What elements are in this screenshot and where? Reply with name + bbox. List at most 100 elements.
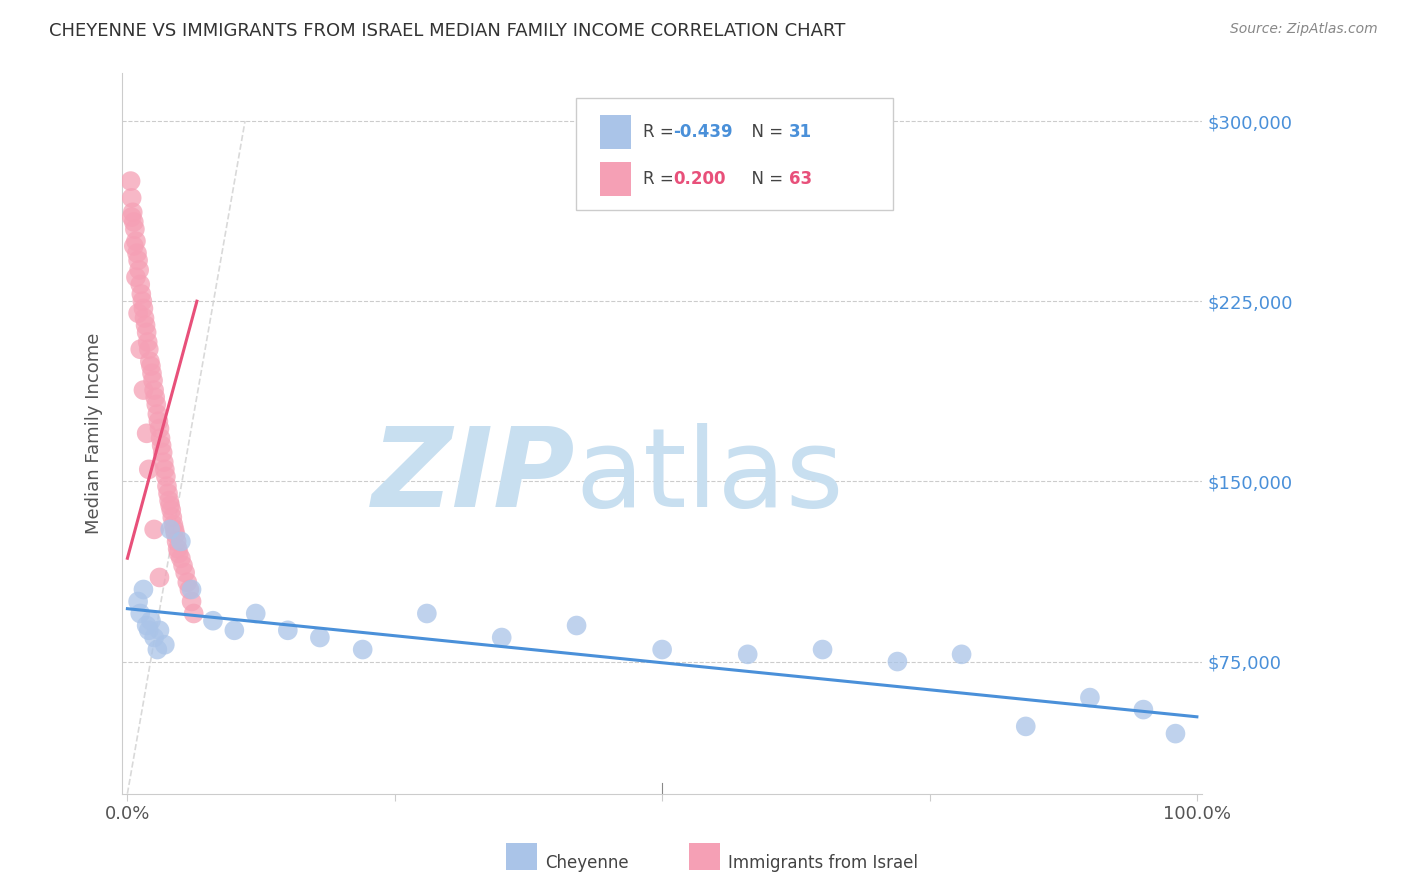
- Point: [1015, 719, 1038, 733]
- Point: [121, 191, 143, 205]
- Point: [142, 374, 165, 388]
- Point: [132, 582, 155, 597]
- Point: [170, 551, 193, 566]
- Point: [132, 301, 155, 316]
- Point: [224, 624, 246, 638]
- Point: [162, 510, 184, 524]
- Point: [159, 523, 181, 537]
- Point: [135, 326, 157, 340]
- Point: [309, 631, 332, 645]
- Point: [160, 503, 183, 517]
- Point: [143, 390, 166, 404]
- Point: [166, 534, 188, 549]
- Point: [125, 246, 148, 260]
- Point: [136, 334, 159, 349]
- Point: [129, 607, 152, 621]
- Text: -0.439: -0.439: [673, 123, 733, 141]
- Point: [138, 462, 160, 476]
- Point: [128, 263, 150, 277]
- Text: 31: 31: [789, 123, 811, 141]
- Point: [152, 445, 174, 459]
- Point: [122, 215, 145, 229]
- Point: [148, 570, 170, 584]
- Point: [150, 438, 173, 452]
- Point: [135, 618, 157, 632]
- Point: [737, 648, 759, 662]
- Point: [143, 383, 166, 397]
- Text: Source: ZipAtlas.com: Source: ZipAtlas.com: [1230, 22, 1378, 37]
- Point: [149, 431, 172, 445]
- Point: [165, 527, 187, 541]
- Point: [127, 253, 149, 268]
- Text: R =: R =: [643, 170, 683, 188]
- Point: [950, 648, 973, 662]
- Point: [157, 493, 180, 508]
- Text: CHEYENNE VS IMMIGRANTS FROM ISRAEL MEDIAN FAMILY INCOME CORRELATION CHART: CHEYENNE VS IMMIGRANTS FROM ISRAEL MEDIA…: [49, 22, 845, 40]
- Point: [180, 582, 202, 597]
- Point: [135, 426, 157, 441]
- Point: [146, 407, 169, 421]
- Point: [146, 642, 169, 657]
- Point: [153, 462, 176, 476]
- Text: R =: R =: [643, 123, 679, 141]
- Point: [167, 546, 190, 560]
- Point: [157, 486, 180, 500]
- Point: [132, 383, 155, 397]
- Point: [125, 234, 148, 248]
- Point: [129, 343, 152, 357]
- Point: [131, 294, 153, 309]
- Point: [127, 594, 149, 608]
- Point: [1164, 726, 1187, 740]
- Point: [152, 455, 174, 469]
- Point: [166, 541, 188, 556]
- Point: [156, 479, 179, 493]
- Point: [121, 210, 143, 224]
- Point: [148, 414, 170, 428]
- Point: [138, 624, 160, 638]
- Point: [179, 582, 201, 597]
- Point: [148, 624, 170, 638]
- Point: [139, 354, 162, 368]
- Text: N =: N =: [741, 170, 789, 188]
- Point: [134, 311, 156, 326]
- Point: [124, 222, 146, 236]
- Point: [180, 594, 202, 608]
- Point: [145, 397, 167, 411]
- Point: [172, 558, 194, 573]
- Point: [491, 631, 513, 645]
- Point: [143, 523, 166, 537]
- Point: [122, 239, 145, 253]
- Point: [565, 618, 588, 632]
- Point: [162, 517, 184, 532]
- Point: [416, 607, 439, 621]
- Point: [135, 318, 157, 333]
- Point: [129, 277, 152, 292]
- Point: [174, 566, 197, 580]
- Point: [245, 607, 267, 621]
- Point: [1132, 703, 1154, 717]
- Point: [148, 421, 170, 435]
- Point: [170, 534, 193, 549]
- Point: [159, 499, 181, 513]
- Point: [183, 607, 205, 621]
- Point: [127, 306, 149, 320]
- Point: [121, 205, 143, 219]
- Point: [1078, 690, 1101, 705]
- Point: [139, 359, 162, 373]
- Text: N =: N =: [741, 123, 789, 141]
- Point: [153, 638, 176, 652]
- Point: [352, 642, 374, 657]
- Point: [143, 631, 166, 645]
- Point: [163, 523, 186, 537]
- Point: [651, 642, 673, 657]
- Y-axis label: Median Family Income: Median Family Income: [86, 333, 103, 534]
- Point: [141, 366, 163, 380]
- Point: [129, 287, 152, 301]
- Text: 63: 63: [789, 170, 811, 188]
- Point: [277, 624, 299, 638]
- Point: [155, 469, 177, 483]
- Point: [138, 343, 160, 357]
- Text: ZIP: ZIP: [373, 423, 575, 530]
- Text: Immigrants from Israel: Immigrants from Israel: [728, 854, 918, 871]
- Text: atlas: atlas: [575, 423, 844, 530]
